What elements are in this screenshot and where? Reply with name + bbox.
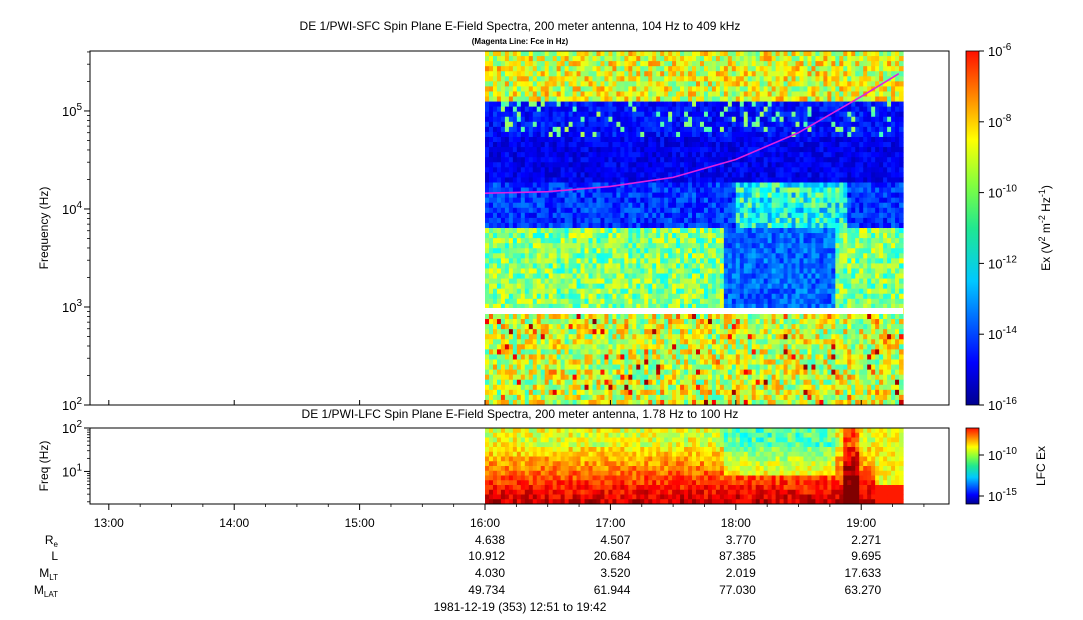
bottom-plot-frame	[89, 427, 950, 505]
ephemeris-row-label: L	[51, 549, 58, 563]
top-colorbar-label: Ex (V2 m-2 Hz-1)	[1037, 185, 1053, 271]
bottom-y-axis-label: Freq (Hz)	[37, 441, 51, 492]
top-chart-title: DE 1/PWI-SFC Spin Plane E-Field Spectra,…	[300, 19, 741, 33]
bottom-colorbar-label: LFC Ex	[1034, 446, 1048, 486]
ephemeris-row-label: Re	[45, 533, 59, 549]
ephemeris-value: 20.684	[594, 549, 631, 563]
top-chart-subtitle: (Magenta Line: Fce in Hz)	[472, 37, 569, 46]
top-colorbar-tick-label: 10-16	[988, 396, 1017, 413]
ephemeris-value: 49.734	[468, 583, 505, 597]
ephemeris-row-label: MLAT	[34, 583, 58, 599]
bottom-y-tick-label: 102	[62, 419, 82, 436]
ephemeris-value: 3.770	[726, 533, 756, 547]
ephemeris-value: 3.520	[600, 566, 630, 580]
ephemeris-value: 4.507	[600, 533, 630, 547]
top-x-ticks	[108, 400, 862, 405]
top-y-tick-label: 102	[62, 396, 82, 413]
ephemeris-value: 2.271	[851, 533, 881, 547]
ephemeris-value: 77.030	[719, 583, 756, 597]
time-range-footer: 1981-12-19 (353) 12:51 to 19:42	[434, 600, 607, 614]
bottom-colorbar	[966, 428, 979, 504]
bottom-chart-title: DE 1/PWI-LFC Spin Plane E-Field Spectra,…	[302, 407, 739, 421]
top-colorbar-ticks: 10-6 10-8 10-10 10-12 10-14 10-16	[979, 42, 1017, 413]
top-plot-frame	[89, 50, 950, 406]
bottom-colorbar-tick-label: 10-15	[988, 487, 1017, 504]
top-y-axis-label: Frequency (Hz)	[37, 187, 51, 270]
x-tick-label: 15:00	[345, 516, 375, 530]
ephemeris-row-label: MLT	[39, 566, 58, 582]
bottom-colorbar-ticks: 10-10 10-15	[979, 446, 1017, 504]
top-colorbar-tick-label: 10-6	[988, 42, 1012, 59]
bottom-y-tick-label: 101	[62, 462, 82, 479]
top-colorbar-tick-label: 10-12	[988, 254, 1017, 271]
ephemeris-value: 17.633	[845, 566, 882, 580]
top-y-tick-label: 104	[62, 200, 82, 217]
top-colorbar	[966, 51, 979, 405]
x-tick-label: 14:00	[219, 516, 249, 530]
top-y-tick-label: 103	[62, 298, 82, 315]
bottom-colorbar-tick-label: 10-10	[988, 446, 1017, 463]
bottom-spectrogram	[485, 428, 904, 504]
x-tick-label: 17:00	[595, 516, 625, 530]
top-y-tick-label: 105	[62, 102, 82, 119]
ephemeris-value: 4.030	[475, 566, 505, 580]
ephemeris-value: 63.270	[845, 583, 882, 597]
top-colorbar-tick-label: 10-14	[988, 325, 1017, 342]
x-tick-label: 18:00	[721, 516, 751, 530]
ephemeris-value: 9.695	[851, 549, 881, 563]
top-colorbar-tick-label: 10-8	[988, 113, 1012, 130]
bottom-x-axis: 13:00 14:00 15:00 16:00 17:00 18:00 19:00	[94, 504, 925, 530]
bottom-y-axis: 102 101	[62, 419, 90, 503]
top-colorbar-tick-label: 10-10	[988, 184, 1017, 201]
x-tick-label: 13:00	[94, 516, 124, 530]
ephemeris-value: 4.638	[475, 533, 505, 547]
fce-line	[484, 73, 900, 194]
x-tick-label: 19:00	[846, 516, 876, 530]
ephemeris-value: 2.019	[726, 566, 756, 580]
top-spectrogram	[484, 51, 904, 405]
ephemeris-value: 87.385	[719, 549, 756, 563]
ephemeris-value: 61.944	[594, 583, 631, 597]
x-tick-label: 16:00	[470, 516, 500, 530]
ephemeris-value: 10.912	[468, 549, 505, 563]
ephemeris-table: Re 4.638 4.507 3.770 2.271 L 10.912 20.684 87.38…	[34, 533, 882, 599]
top-y-axis: 102 103 104 105	[62, 51, 90, 413]
